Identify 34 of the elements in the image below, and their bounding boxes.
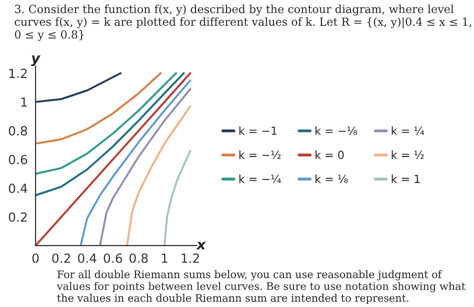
x-tick-label: 0.8 <box>130 253 148 263</box>
x-tick-label: 0.6 <box>104 253 122 263</box>
line-series <box>36 72 162 145</box>
legend-label: k = −1 <box>239 126 277 135</box>
line-series <box>80 79 192 246</box>
line-series <box>126 105 192 246</box>
legend-label: k = 0 <box>316 150 344 160</box>
legend-label: k = ¼ <box>392 126 424 135</box>
legend-label: k = ½ <box>392 150 424 160</box>
x-tick-label: 1.2 <box>182 253 199 263</box>
y-tick-label: 0.4 <box>8 184 28 194</box>
text: 3. Consider the function f(x, y) described by the contour diagram, where level curves f(x, y) = k are plotted for different values of k. Let R = {(x, y)|0.4 ≤ x ≤ 1, 0 ≤ y ≤ 0.8} <box>14 4 472 41</box>
text: For all double Riemann sums below, you can use reasonable judgment of values for points between level curves. Be sure to use notation showing what the values in each double Riemann sum are intended to represent. <box>56 270 466 304</box>
y-tick-label: 0.2 <box>8 212 27 222</box>
legend-label: k = −½ <box>239 150 281 160</box>
x-tick-label: 1 <box>162 254 168 263</box>
line-series <box>99 88 192 246</box>
y-tick-label: 0.6 <box>8 154 28 164</box>
line-series <box>36 72 122 103</box>
line-series <box>36 72 185 196</box>
x-tick-label: 0 <box>32 253 39 263</box>
legend-label: k = 1 <box>392 174 420 183</box>
y-tick-label: 1.2 <box>9 68 27 78</box>
x-axis-title: x <box>196 242 206 250</box>
y-tick-label: 0.8 <box>8 126 28 136</box>
line-series <box>36 72 178 175</box>
x-tick-label: 0.4 <box>78 253 96 263</box>
y-tick-label: 1 <box>21 98 27 107</box>
line-series <box>164 150 192 246</box>
legend-label: k = −¼ <box>239 174 281 184</box>
x-tick-label: 0.2 <box>52 253 70 263</box>
legend-label: k = −⅛ <box>316 126 358 135</box>
y-axis-title: y <box>31 55 41 66</box>
legend-label: k = ⅛ <box>316 174 348 184</box>
